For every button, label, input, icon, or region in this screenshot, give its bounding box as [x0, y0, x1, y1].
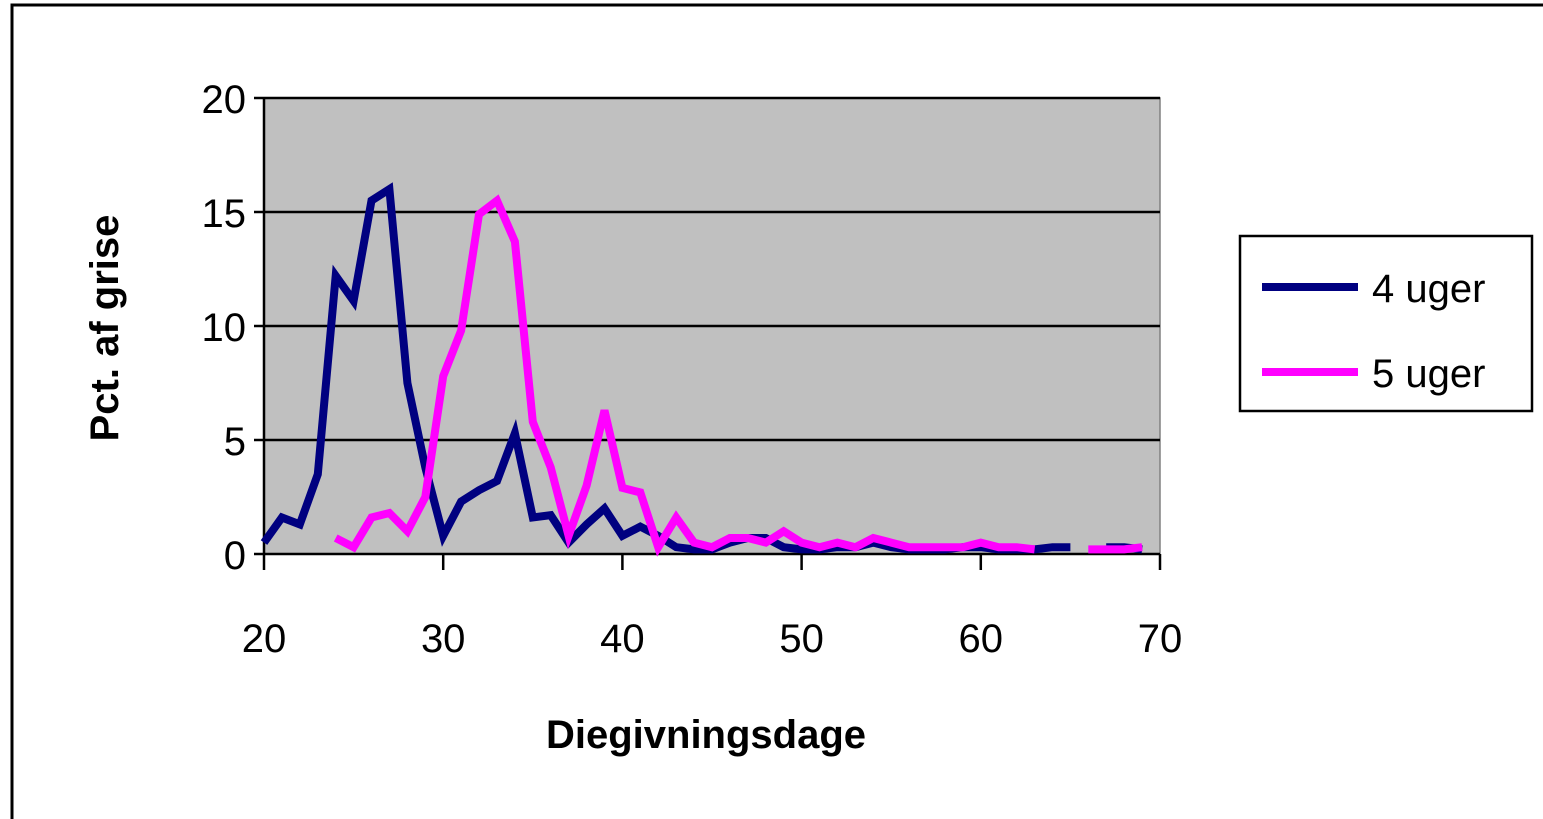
x-tick-labels: 20 30 40 50 60 70 — [242, 617, 1183, 661]
axes — [254, 96, 1162, 570]
y-tick-labels: 0 5 10 15 20 — [202, 78, 247, 578]
y-tick-label-10: 10 — [202, 306, 247, 350]
legend-label-4-uger: 4 uger — [1372, 267, 1485, 311]
y-tick-label-15: 15 — [202, 192, 247, 236]
legend: 4 uger 5 uger — [1238, 234, 1534, 413]
x-axis-title: Diegivningsdage — [546, 713, 866, 757]
y-axis-title: Pct. af grise — [83, 215, 127, 442]
gridlines — [264, 96, 1160, 442]
legend-box — [1238, 234, 1534, 413]
x-tick-label-30: 30 — [421, 617, 466, 661]
x-tick-label-50: 50 — [779, 617, 824, 661]
x-tick-label-20: 20 — [242, 617, 287, 661]
series-line-5-uger-segment-0 — [333, 194, 1036, 557]
x-tick-label-70: 70 — [1138, 617, 1183, 661]
legend-label-5-uger: 5 uger — [1372, 352, 1485, 396]
series-lines — [260, 182, 1143, 557]
x-tick-label-60: 60 — [959, 617, 1004, 661]
x-tick-label-40: 40 — [600, 617, 645, 661]
y-tick-label-20: 20 — [202, 78, 247, 122]
y-tick-label-0: 0 — [224, 534, 246, 578]
series-line-5-uger-segment-1 — [1088, 543, 1143, 554]
y-tick-label-5: 5 — [224, 420, 246, 464]
